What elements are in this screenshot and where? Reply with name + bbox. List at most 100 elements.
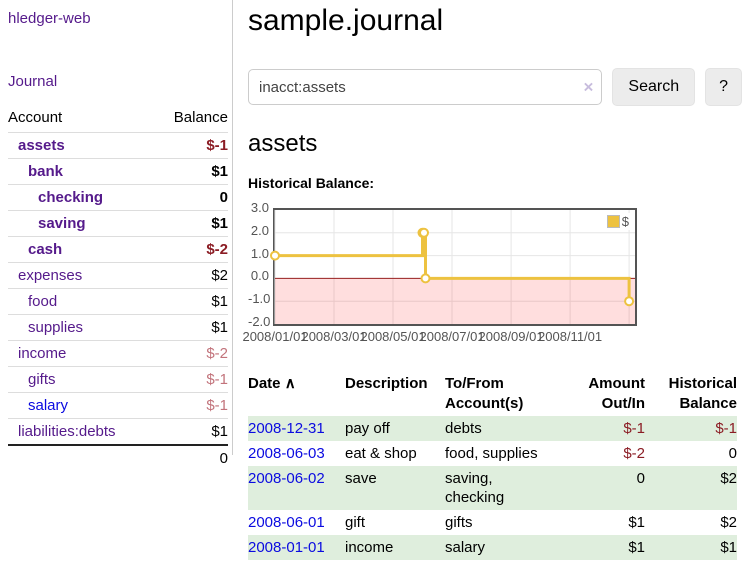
register-amount: $1: [628, 539, 645, 556]
register-date-cell: 2008-12-31: [248, 416, 345, 441]
register-account-line: salary: [445, 539, 486, 556]
main-content: sample.journal × Search ? assets Histori…: [242, 0, 742, 560]
account-row: saving $1: [8, 210, 228, 237]
account-link[interactable]: supplies: [28, 319, 84, 336]
account-link[interactable]: expenses: [18, 267, 83, 284]
register-accounts: food, supplies: [445, 441, 573, 466]
register-row: 2008-06-03 eat & shop food, supplies $-2…: [248, 441, 737, 466]
register-header-description: Description: [345, 372, 445, 416]
account-link[interactable]: food: [28, 293, 58, 310]
register-date-cell: 2008-01-01: [248, 535, 345, 560]
account-row: food $1: [8, 288, 228, 315]
account-row: gifts $-1: [8, 366, 228, 393]
account-name-cell: checking: [8, 184, 155, 211]
help-button[interactable]: ?: [705, 68, 742, 106]
page-title: sample.journal: [248, 4, 444, 37]
account-name-cell: assets: [8, 132, 155, 159]
x-tick-label: 2008/07/01: [419, 329, 485, 344]
x-tick-label: 2008/05/01: [360, 329, 426, 344]
register-balance: $2: [720, 514, 737, 531]
account-name-cell: expenses: [8, 262, 155, 289]
accounts-tbody: assets $-1 bank $1 checking 0 saving $1 …: [8, 132, 228, 445]
register-description: gift: [345, 514, 366, 531]
account-balance: $-1: [154, 392, 228, 419]
register-account-line: gifts: [445, 514, 473, 531]
y-tick-label: 0.0: [250, 268, 269, 284]
account-row: cash $-2: [8, 236, 228, 263]
sort-asc-icon: ∧: [284, 375, 296, 392]
register-date-link[interactable]: 2008-12-31: [248, 420, 325, 437]
account-name-cell: liabilities:debts: [8, 418, 155, 445]
register-header-row: Date ∧ Description To/From Account(s) Am…: [248, 372, 737, 416]
sidebar: hledger-web Journal Account Balance asse…: [0, 0, 233, 471]
x-tick-label: 2008/11/01: [538, 329, 603, 344]
register-date-link[interactable]: 2008-06-02: [248, 470, 325, 487]
register-header-date[interactable]: Date ∧: [248, 372, 345, 416]
accounts-table: Account Balance assets $-1 bank $1 check…: [8, 106, 228, 471]
account-balance: $1: [154, 418, 228, 445]
register-date-cell: 2008-06-01: [248, 510, 345, 535]
account-name-cell: salary: [8, 392, 155, 419]
search-button[interactable]: Search: [612, 68, 696, 106]
search-form: × Search ?: [248, 68, 742, 106]
account-name-cell: cash: [8, 236, 155, 263]
register-account-line: checking: [445, 489, 505, 506]
account-link[interactable]: liabilities:debts: [18, 423, 116, 440]
account-link[interactable]: saving: [38, 215, 86, 232]
register-description: pay off: [345, 420, 390, 437]
account-name-cell: income: [8, 340, 155, 367]
account-balance: $1: [154, 314, 228, 341]
accounts-header-balance: Balance: [173, 109, 228, 126]
account-row: expenses $2: [8, 262, 228, 289]
register-header-date-label: Date: [248, 375, 281, 392]
account-row: checking 0: [8, 184, 228, 211]
register-accounts: saving, checking: [445, 466, 573, 510]
account-balance: $-1: [154, 366, 228, 393]
account-link[interactable]: checking: [38, 189, 104, 206]
brand-link[interactable]: hledger-web: [8, 10, 91, 27]
accounts-header-account: Account: [8, 109, 63, 126]
account-link[interactable]: income: [18, 345, 67, 362]
accounts-header-row: Account Balance: [8, 106, 228, 133]
account-link[interactable]: gifts: [28, 371, 56, 388]
clear-search-icon[interactable]: ×: [583, 77, 594, 97]
register-balance: $-1: [715, 420, 737, 437]
register-account-line: food, supplies: [445, 445, 538, 462]
register-date-cell: 2008-06-02: [248, 466, 345, 510]
account-link[interactable]: salary: [28, 397, 69, 414]
account-link[interactable]: cash: [28, 241, 63, 258]
account-name-cell: gifts: [8, 366, 155, 393]
register-row: 2008-01-01 income salary $1 $1: [248, 535, 737, 560]
account-name-cell: food: [8, 288, 155, 315]
account-balance: $1: [154, 158, 228, 185]
register-header-amount-line1: Amount: [588, 375, 645, 392]
balance-chart: $ 3.0 2.0 1.0 0.0 -1.0 -2.0 2008/01/01 2008/03/…: [242, 200, 668, 348]
register-row: 2008-12-31 pay off debts $-1 $-1: [248, 416, 737, 441]
brand: hledger-web: [8, 10, 228, 28]
sidebar-item-journal[interactable]: Journal: [8, 73, 58, 90]
register-date-link[interactable]: 2008-06-03: [248, 445, 325, 462]
accounts-total-row: 0: [8, 444, 228, 471]
y-tick-label: 2.0: [250, 222, 269, 238]
account-link[interactable]: assets: [18, 137, 65, 154]
register-amount: $1: [628, 514, 645, 531]
account-name-cell: bank: [8, 158, 155, 185]
register-tbody: 2008-12-31 pay off debts $-1 $-1 2008-06…: [248, 416, 737, 560]
register-accounts: gifts: [445, 510, 573, 535]
y-tick-label: 1.0: [250, 245, 269, 261]
account-link[interactable]: bank: [28, 163, 64, 180]
register-date-link[interactable]: 2008-06-01: [248, 514, 325, 531]
account-name-cell: supplies: [8, 314, 155, 341]
search-input[interactable]: [248, 69, 603, 105]
register-header-balance-line1: Historical: [668, 375, 737, 392]
search-input-wrap: ×: [248, 69, 603, 105]
x-tick-label: 2008/09/01: [478, 329, 544, 344]
account-row: assets $-1: [8, 132, 228, 159]
account-balance: $-2: [154, 340, 228, 367]
account-balance: $1: [154, 288, 228, 315]
account-row: salary $-1: [8, 392, 228, 419]
register-balance: $1: [720, 539, 737, 556]
register-date-link[interactable]: 2008-01-01: [248, 539, 325, 556]
register-row: 2008-06-01 gift gifts $1 $2: [248, 510, 737, 535]
y-tick-label: -1.0: [248, 291, 271, 307]
